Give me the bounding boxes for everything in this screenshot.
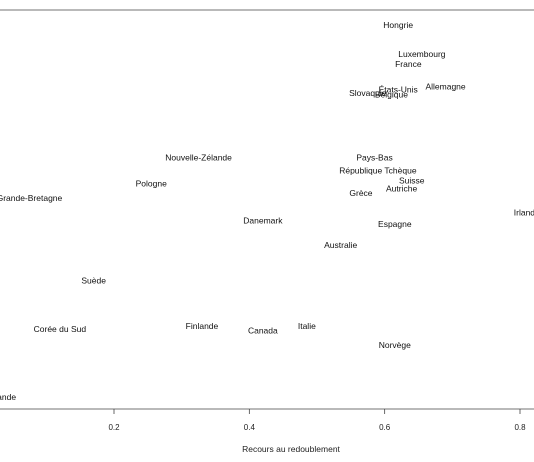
point-label: Corée du Sud <box>34 324 87 334</box>
point-label: Italie <box>298 321 316 331</box>
point-label: Slovaquie <box>349 88 387 98</box>
x-axis-ticks: 0.2 0.4 0.6 0.8 <box>108 409 526 432</box>
point-label: Pologne <box>136 179 167 189</box>
point-label: Espagne <box>378 219 412 229</box>
point-label: Pays-Bas <box>356 153 392 163</box>
point-label: Finlande <box>186 321 219 331</box>
x-axis-title: Recours au redoublement <box>242 444 340 454</box>
point-label: Suisse <box>399 175 425 185</box>
point-label: Luxembourg <box>398 49 446 59</box>
point-label: Danemark <box>243 216 283 226</box>
point-label: Grande-Bretagne <box>0 193 63 203</box>
point-label: Islande <box>0 392 16 402</box>
x-tick-label: 0.4 <box>244 423 256 432</box>
point-label: États-Unis <box>379 85 418 95</box>
point-label: Autriche <box>386 183 417 193</box>
point-label: Hongrie <box>383 20 413 30</box>
point-label: Australie <box>324 240 357 250</box>
point-label: Suède <box>81 276 106 286</box>
x-tick-label: 0.8 <box>514 423 526 432</box>
point-label: Allemagne <box>425 81 465 91</box>
point-label: Belgique <box>375 90 408 100</box>
point-label: Irlande <box>514 208 534 218</box>
point-label: Canada <box>248 326 278 336</box>
point-label: République Tchèque <box>339 166 417 176</box>
x-tick-label: 0.6 <box>379 423 391 432</box>
point-label: Grèce <box>349 188 372 198</box>
point-label: France <box>395 59 422 69</box>
point-label: Norvège <box>379 340 411 350</box>
point-label: Nouvelle-Zélande <box>165 153 232 163</box>
x-tick-label: 0.2 <box>108 423 120 432</box>
